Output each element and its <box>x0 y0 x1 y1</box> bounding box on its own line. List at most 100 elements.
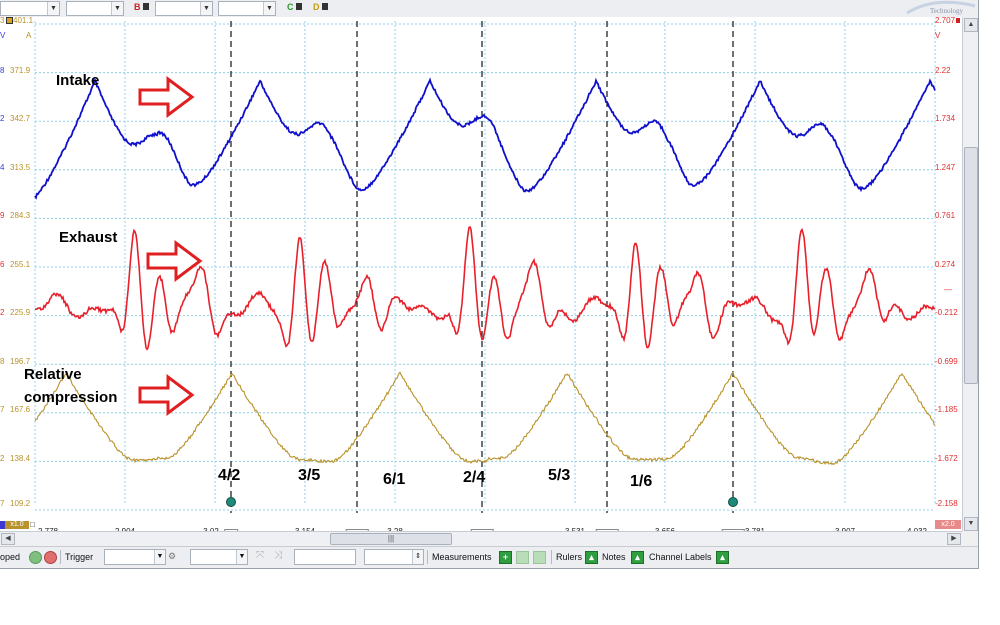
chevron-down-icon[interactable]: ▼ <box>111 2 123 15</box>
left-axis-tick-label: 284.3 <box>10 211 31 220</box>
intake-trace <box>34 77 936 200</box>
chevron-down-icon[interactable]: ▼ <box>154 550 165 564</box>
cylinder-pair-label: 1/6 <box>630 473 653 490</box>
chevron-down-icon[interactable]: ▼ <box>236 550 247 564</box>
channel-b-range-select[interactable]: ▼ <box>155 1 213 16</box>
channel-a-coupling-select[interactable]: ▼ <box>66 1 124 16</box>
right-axis-tick-label: -0.212 <box>935 308 958 317</box>
right-axis-tick-label: -2.158 <box>935 499 958 508</box>
chevron-down-icon[interactable]: ▼ <box>263 2 275 15</box>
stop-capture-icon[interactable] <box>44 551 57 564</box>
right-axis-tick-label: -1.672 <box>935 454 958 463</box>
left-axis-digit: 8 <box>0 66 5 75</box>
rulers-toggle-icon[interactable]: ▴ <box>585 551 598 564</box>
left-axis-digit: 4 <box>0 163 5 172</box>
toolbar-separator <box>427 550 428 564</box>
left-axis-unit: V <box>0 31 6 40</box>
stepper-icon[interactable]: ⇕ <box>412 550 423 564</box>
trigger-source-select[interactable]: ▼ <box>190 549 248 565</box>
scroll-down-icon[interactable]: ▼ <box>964 517 978 531</box>
remove-measurement-icon[interactable] <box>516 551 529 564</box>
compression-trace <box>34 371 936 466</box>
channel-labels-label: Channel Labels <box>649 552 712 562</box>
left-axis-tick-label: 138.4 <box>10 454 31 463</box>
trigger-settings-icon[interactable]: ⚙ <box>168 551 177 561</box>
right-axis-tick-label: 0.761 <box>935 211 956 220</box>
trigger-threshold-field[interactable] <box>294 549 356 565</box>
channel-labels-toggle-icon[interactable]: ▴ <box>716 551 729 564</box>
rising-edge-icon[interactable]: ⤧ <box>256 550 264 561</box>
tdc-marker-lines <box>230 21 734 513</box>
capture-status-label: oped <box>0 552 21 562</box>
rulers-label: Rulers <box>556 552 583 562</box>
exhaust-arrow-icon <box>146 240 203 282</box>
notes-label: Notes <box>602 552 626 562</box>
cylinder-pair-label: 6/1 <box>383 471 406 488</box>
left-axis-tick-label: 225.9 <box>10 308 31 317</box>
scroll-up-icon[interactable]: ▲ <box>964 18 978 32</box>
edit-measurement-icon[interactable] <box>533 551 546 564</box>
horizontal-scroll-thumb[interactable]: ||| <box>330 533 452 545</box>
bottom-toolbar: oped Trigger ▼ ⚙ ▼ ⤧ ⤨ ⇕ Measurements + … <box>0 546 978 567</box>
left-axis-tick-label: 371.9 <box>10 66 31 75</box>
right-scale-badge[interactable]: x2.0 <box>935 520 961 529</box>
left-axis-tick-label: 196.7 <box>10 357 31 366</box>
left-axis-digit: 2 <box>0 308 5 317</box>
left-axis-tick-label: 109.2 <box>10 499 31 508</box>
right-axis-tick-label: -0.699 <box>935 357 958 366</box>
chevron-down-icon[interactable]: ▼ <box>200 2 212 15</box>
waveform-canvas[interactable] <box>0 17 962 531</box>
channel-c-label[interactable]: C <box>287 2 294 12</box>
scroll-right-icon[interactable]: ▶ <box>947 533 961 545</box>
start-capture-icon[interactable] <box>29 551 42 564</box>
right-axis-top-value: 2.707 <box>935 16 956 25</box>
chevron-down-icon[interactable]: ▼ <box>47 2 59 15</box>
left-axis-tick-label: 342.7 <box>10 114 31 123</box>
add-measurement-icon[interactable]: + <box>499 551 512 564</box>
channel-d-label[interactable]: D <box>313 2 320 12</box>
left-axis-digit: 7 <box>0 499 5 508</box>
channel-b-settings-icon[interactable] <box>143 3 149 10</box>
compression-arrow-icon <box>138 374 195 416</box>
ruler-handle <box>728 497 738 507</box>
scroll-left-icon[interactable]: ◀ <box>1 533 15 545</box>
vertical-scroll-thumb[interactable] <box>964 147 978 384</box>
pre-trigger-field[interactable]: ⇕ <box>364 549 424 565</box>
relative-compression-annotation-line2: compression <box>24 389 118 406</box>
logo-text: Technology <box>930 7 963 15</box>
notes-toggle-icon[interactable]: ▴ <box>631 551 644 564</box>
exhaust-trace <box>34 225 936 351</box>
channel-b-coupling-select[interactable]: ▼ <box>218 1 276 16</box>
channel-b-label[interactable]: B <box>134 2 141 12</box>
grid-lines <box>34 21 936 511</box>
top-toolbar: ▼ ▼ B ▼ ▼ C D Technology <box>0 0 978 18</box>
channel-c-settings-icon[interactable] <box>296 3 302 10</box>
exhaust-annotation: Exhaust <box>59 229 118 246</box>
horizontal-scrollbar[interactable]: ◀ ||| ▶ <box>0 531 962 545</box>
channel-a-indicator <box>6 17 13 24</box>
vertical-scrollbar[interactable]: ▲ ▼ <box>962 17 978 531</box>
right-axis-tick-label: -1.185 <box>935 405 958 414</box>
left-axis-tick-label: 167.6 <box>10 405 31 414</box>
channel-a-range-select[interactable]: ▼ <box>0 1 60 16</box>
right-axis-tick-label: 0.274 <box>935 260 956 269</box>
x-axis-origin-marker: □ <box>30 520 35 529</box>
trigger-label: Trigger <box>65 552 94 562</box>
scope-application-window: ▼ ▼ B ▼ ▼ C D Technology 3 401.1 V A 371 <box>0 0 979 569</box>
left-axis-digit: 2 <box>0 114 5 123</box>
right-axis-tick-label: 1.734 <box>935 114 956 123</box>
left-scale-badge[interactable]: x1.0 <box>5 521 29 529</box>
measurements-label: Measurements <box>432 552 492 562</box>
oscilloscope-view[interactable]: 3 401.1 V A 371.9 8 342.7 2 313.5 4 284.3 9 255.… <box>0 16 962 545</box>
left-axis-digit: 2 <box>0 454 5 463</box>
right-axis-tick-label: 2.22 <box>935 66 951 75</box>
right-axis-unit: V <box>935 31 941 40</box>
trigger-mode-select[interactable]: ▼ <box>104 549 166 565</box>
ruler-handles <box>226 497 738 507</box>
channel-d-settings-icon[interactable] <box>322 3 328 10</box>
left-axis-unit-letter: A <box>26 31 32 40</box>
intake-annotation: Intake <box>56 72 100 89</box>
ruler-handle <box>226 497 236 507</box>
left-axis-digit: 8 <box>0 357 5 366</box>
falling-edge-icon[interactable]: ⤨ <box>274 550 282 561</box>
